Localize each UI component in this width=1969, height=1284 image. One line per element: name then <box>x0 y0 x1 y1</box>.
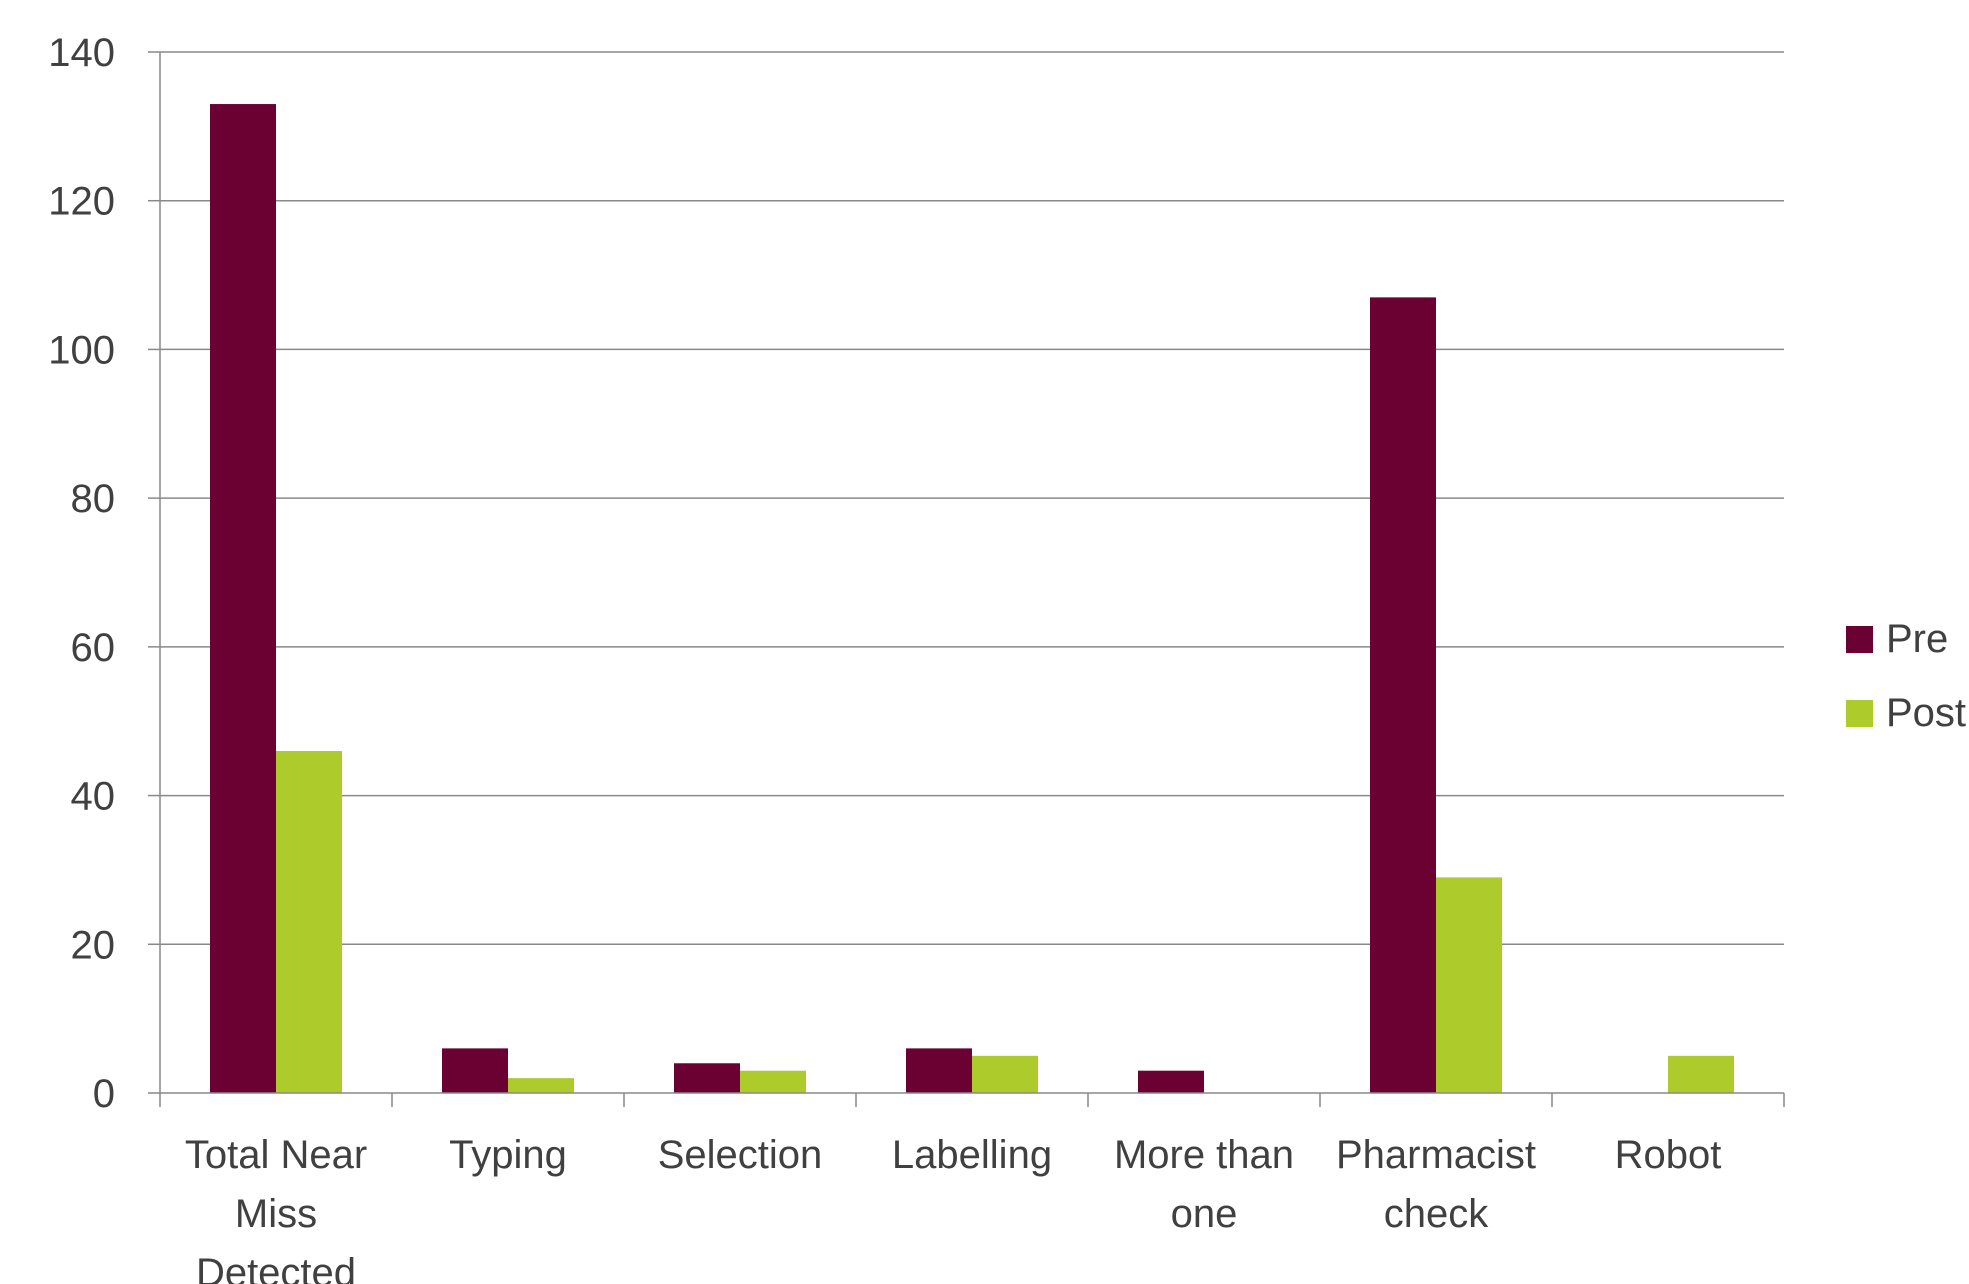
bar-pre-0 <box>210 104 276 1094</box>
bar-pre-1 <box>442 1048 508 1093</box>
x-category-label: Detected <box>196 1251 356 1284</box>
x-category-label: Robot <box>1615 1133 1722 1177</box>
legend-swatch-post <box>1846 700 1873 727</box>
x-category-label: More than <box>1114 1133 1294 1177</box>
x-category-label: check <box>1384 1192 1489 1236</box>
bar-pre-4 <box>1138 1070 1204 1093</box>
y-tick-label: 80 <box>71 477 116 521</box>
y-tick-label: 60 <box>71 626 116 670</box>
x-axis-category-labels: Total Near Miss Detected Typing Selection Lab… <box>185 1133 1722 1284</box>
bar-post-0 <box>276 750 342 1093</box>
legend-label-pre: Pre <box>1886 617 1948 661</box>
x-category-label: Pharmacist <box>1336 1133 1536 1177</box>
bar-pre-2 <box>674 1063 740 1093</box>
y-axis-tick-labels: 0 20 40 60 80 100 120 140 <box>48 31 115 1116</box>
bar-post-5 <box>1436 877 1502 1093</box>
x-category-label: Miss <box>235 1192 317 1236</box>
y-tick-label: 0 <box>93 1072 115 1116</box>
legend-swatch-pre <box>1846 626 1873 653</box>
axes <box>148 51 1785 1107</box>
y-tick-label: 20 <box>71 923 116 967</box>
legend-label-post: Post <box>1886 691 1966 735</box>
bar-pre-3 <box>906 1048 972 1093</box>
gridlines <box>160 51 1784 946</box>
bar-pre-5 <box>1370 297 1436 1094</box>
legend: Pre Post <box>1846 617 1966 735</box>
bar-post-2 <box>740 1070 806 1093</box>
y-tick-label: 40 <box>71 775 116 819</box>
bar-post-3 <box>972 1055 1038 1093</box>
bars <box>210 104 1734 1094</box>
bar-post-1 <box>508 1078 574 1093</box>
y-tick-label: 140 <box>48 31 115 75</box>
x-category-label: Selection <box>658 1133 823 1177</box>
x-category-label: Labelling <box>892 1133 1052 1177</box>
x-category-label: Typing <box>449 1133 567 1177</box>
y-tick-label: 100 <box>48 328 115 372</box>
bar-post-6 <box>1668 1055 1734 1093</box>
y-tick-label: 120 <box>48 180 115 224</box>
x-category-label: Total Near <box>185 1133 367 1177</box>
x-category-label: one <box>1171 1192 1238 1236</box>
